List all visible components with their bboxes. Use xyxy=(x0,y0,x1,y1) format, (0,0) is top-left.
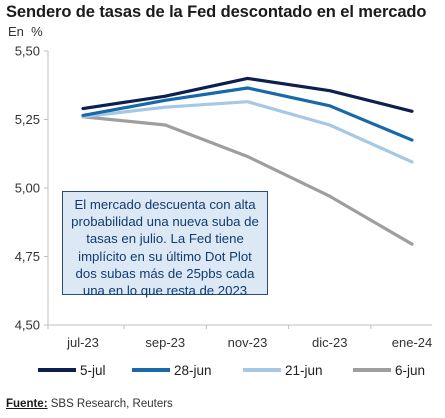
x-tick-label: sep-23 xyxy=(145,335,185,350)
line-chart: 5,50 5,25 5,00 4,75 4,50 jul-23 sep-23 nov-23 di… xyxy=(15,44,433,351)
x-tick-label: jul-23 xyxy=(66,335,99,350)
source-text: SBS Research, Reuters xyxy=(47,398,173,410)
legend-item-21-jun: 21-jun xyxy=(243,360,323,380)
legend-item-6-jun: 6-jun xyxy=(353,360,425,380)
annotation-box: El mercado descuenta con alta probabilid… xyxy=(62,191,268,298)
unit-label: En % xyxy=(8,24,43,39)
series-line-28-jun xyxy=(81,86,414,142)
legend-swatch xyxy=(353,368,391,372)
y-tick-label: 5,50 xyxy=(15,44,40,59)
legend-swatch xyxy=(132,368,170,372)
source-note: Fuente: SBS Research, Reuters xyxy=(6,398,173,410)
chart-series xyxy=(81,76,414,246)
chart-legend: 5-jul 28-jun 21-jun 6-jun xyxy=(0,360,445,380)
y-tick-label: 5,00 xyxy=(15,181,40,196)
legend-swatch xyxy=(243,368,281,372)
x-tick-label: nov-23 xyxy=(228,335,268,350)
legend-label: 6-jun xyxy=(395,362,426,378)
x-tick-label: dic-23 xyxy=(312,335,347,350)
legend-label: 21-jun xyxy=(285,362,323,378)
chart-title: Sendero de tasas de la Fed descontado en… xyxy=(6,3,427,21)
legend-swatch xyxy=(38,368,76,372)
legend-label: 5-jul xyxy=(80,362,106,378)
y-tick-label: 4,75 xyxy=(15,249,40,264)
x-tick-label: ene-24 xyxy=(392,335,432,350)
legend-item-5-jul: 5-jul xyxy=(38,360,106,380)
source-label: Fuente: xyxy=(6,398,48,410)
chart-axes: 5,50 5,25 5,00 4,75 4,50 jul-23 sep-23 nov-23 di… xyxy=(15,44,433,351)
legend-label: 28-jun xyxy=(174,362,212,378)
y-tick-label: 4,50 xyxy=(15,318,40,333)
series-line-21-jun xyxy=(81,100,414,164)
legend-item-28-jun: 28-jun xyxy=(132,360,212,380)
y-tick-label: 5,25 xyxy=(15,112,40,127)
